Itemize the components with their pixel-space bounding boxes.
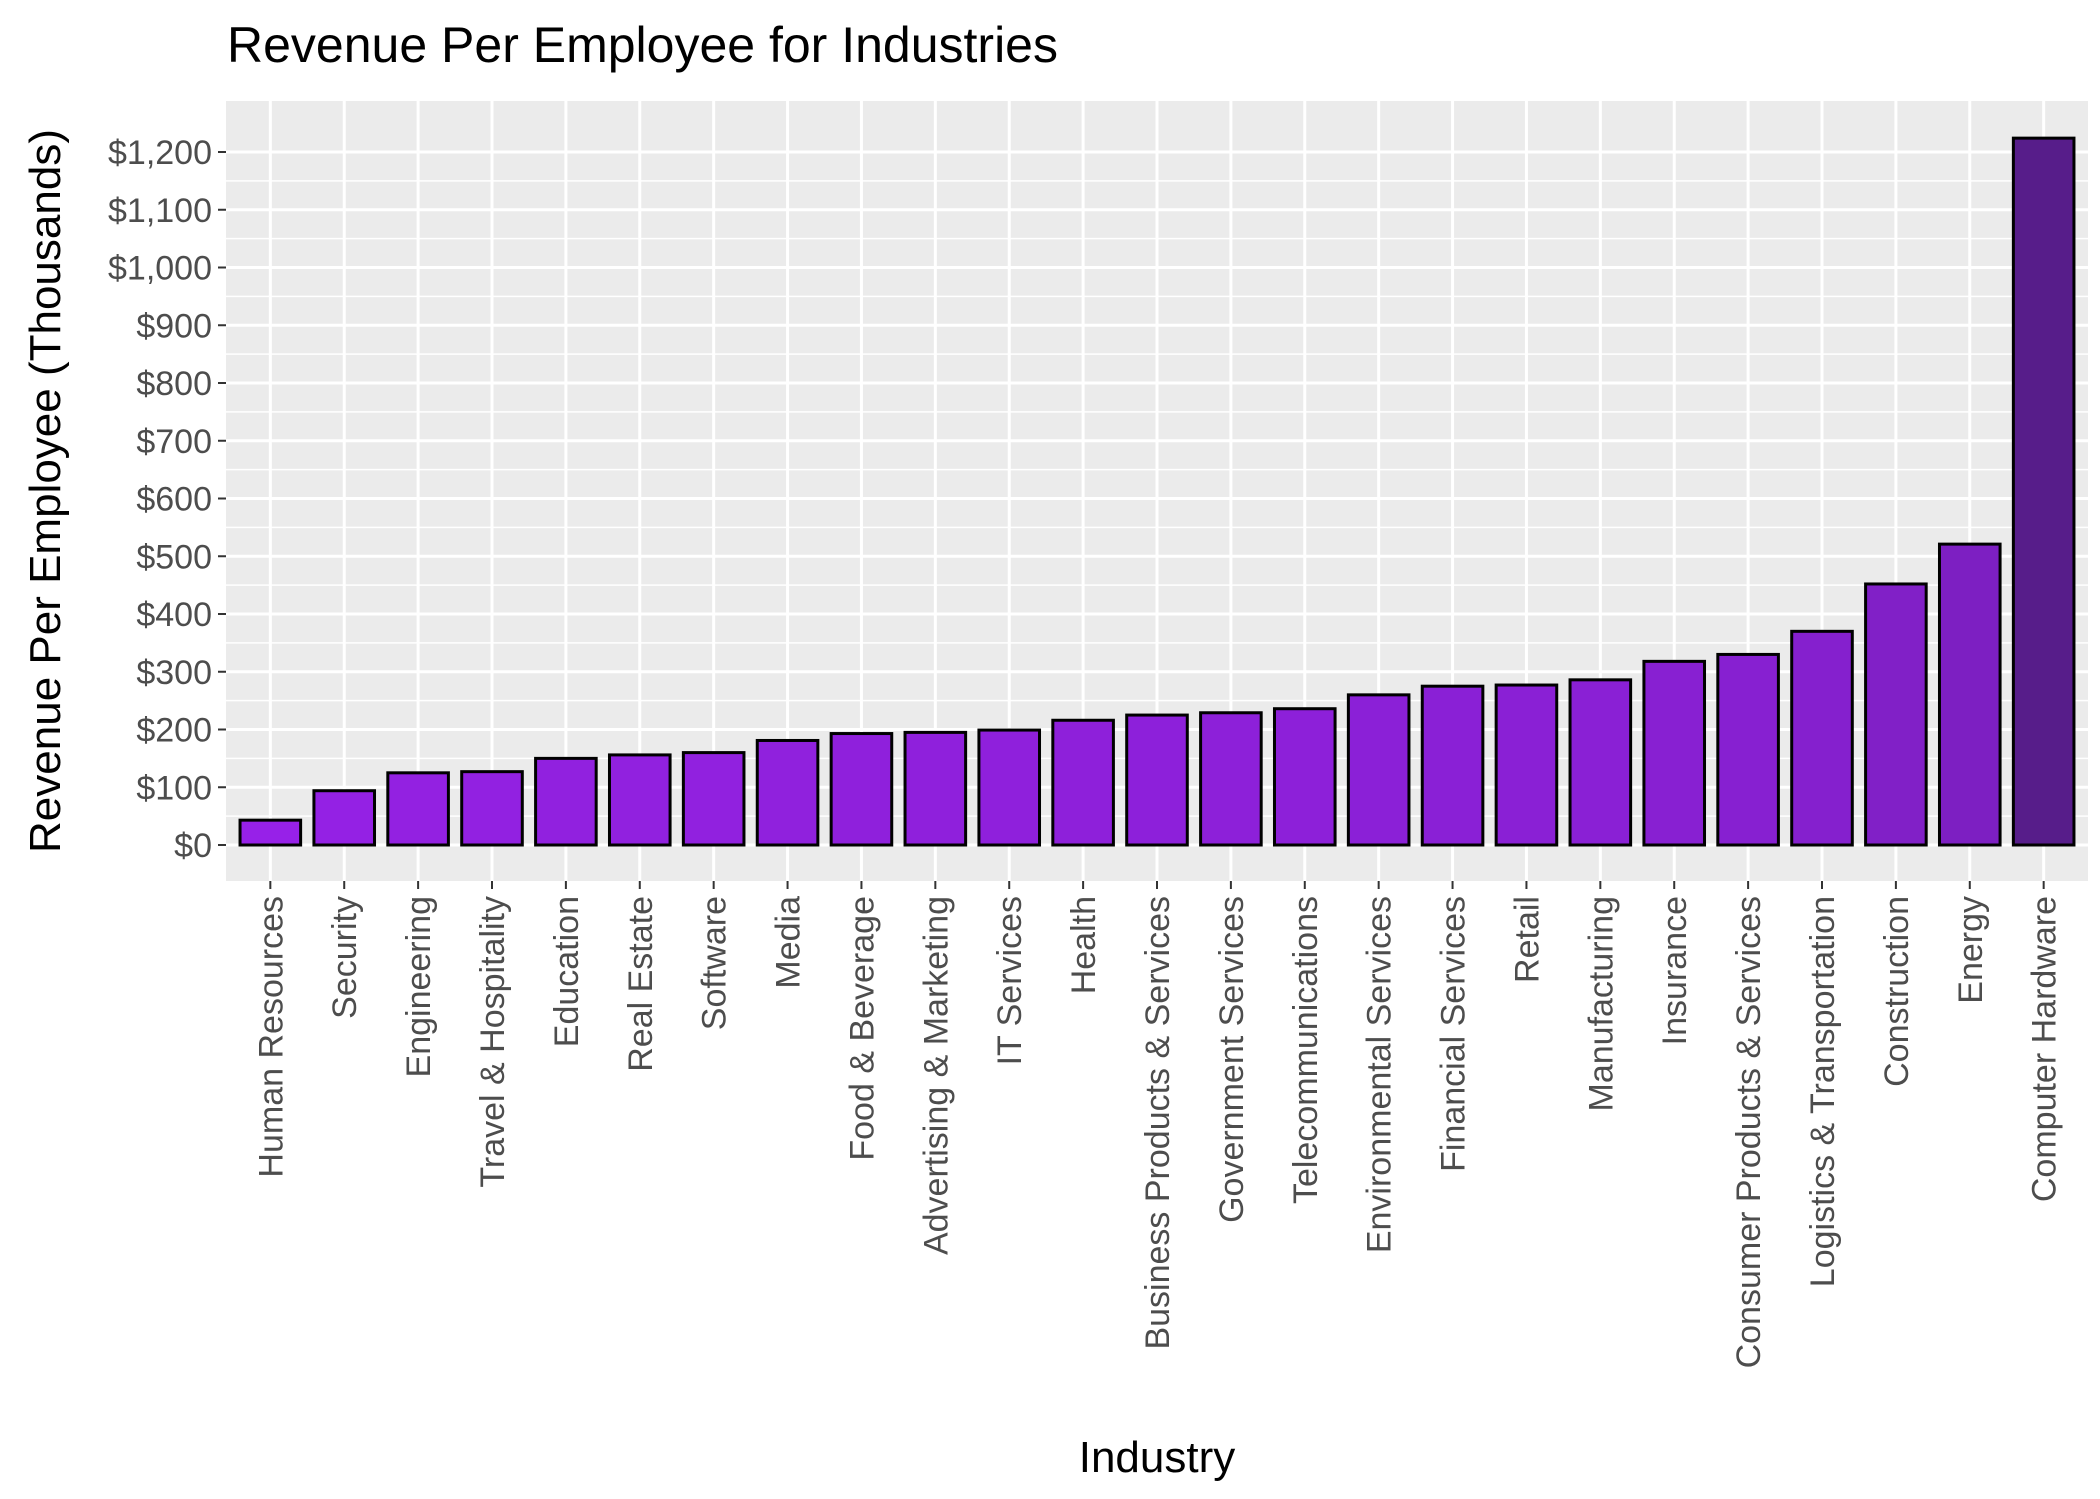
x-tick-label: Media: [770, 896, 808, 989]
bar: [681, 751, 746, 847]
bar: [238, 818, 303, 847]
x-tick-label: Telecommunications: [1287, 896, 1325, 1204]
x-tick-label: Computer Hardware: [2026, 896, 2064, 1202]
x-tick-label: Energy: [1952, 896, 1990, 1004]
bar: [607, 753, 672, 847]
x-tick-label: Environmental Services: [1361, 896, 1399, 1253]
y-tick-label: $1,100: [108, 192, 212, 230]
bar: [1790, 629, 1854, 847]
x-axis-ticks: Human Resources Security Engineering Travel…: [252, 881, 2064, 1368]
chart-title: Revenue Per Employee for Industries: [227, 17, 1058, 73]
bar: [1642, 659, 1707, 847]
bar: [1125, 713, 1189, 847]
y-tick-label: $900: [136, 307, 212, 345]
x-tick-label: Real Estate: [622, 896, 660, 1072]
y-tick-label: $500: [136, 538, 212, 576]
y-axis-title: Revenue Per Employee (Thousands): [21, 129, 70, 853]
x-tick-label: Construction: [1878, 896, 1916, 1087]
y-tick-label: $600: [136, 481, 212, 519]
y-tick-label: $200: [136, 712, 212, 750]
bar: [903, 730, 968, 847]
bar: [977, 728, 1042, 847]
x-tick-label: IT Services: [991, 896, 1029, 1065]
bar: [1937, 542, 2002, 847]
x-tick-label: Manufacturing: [1582, 896, 1620, 1111]
y-tick-label: $700: [136, 423, 212, 461]
x-tick-label: Retail: [1508, 896, 1546, 983]
x-tick-label: Advertising & Marketing: [917, 896, 955, 1255]
bar: [1716, 652, 1780, 847]
bar: [2011, 136, 2076, 847]
x-tick-label: Security: [326, 896, 364, 1019]
bar: [534, 756, 598, 847]
bar: [1199, 711, 1263, 847]
x-tick-label: Logistics & Transportation: [1804, 896, 1842, 1287]
bar: [1346, 693, 1411, 847]
y-tick-label: $400: [136, 596, 212, 634]
y-tick-label: $1,200: [108, 134, 212, 172]
x-axis-title: Industry: [1079, 1433, 1236, 1482]
x-tick-label: Business Products & Services: [1139, 896, 1177, 1350]
y-axis-ticks: $0 $100 $200 $300 $400 $500 $600 $700 $800 $900 $1…: [108, 134, 226, 865]
bar: [1420, 684, 1485, 847]
bar: [829, 732, 894, 847]
x-tick-label: Food & Beverage: [843, 896, 881, 1161]
x-tick-label: Software: [696, 896, 734, 1030]
y-tick-label: $100: [136, 769, 212, 807]
y-tick-label: $300: [136, 654, 212, 692]
bar: [1864, 582, 1928, 847]
bar: [312, 789, 377, 847]
x-tick-label: Engineering: [400, 896, 438, 1077]
bar: [1568, 678, 1633, 847]
x-tick-label: Financial Services: [1435, 896, 1473, 1172]
x-tick-label: Human Resources: [252, 896, 290, 1178]
x-tick-label: Education: [548, 896, 586, 1047]
bar: [1494, 683, 1559, 847]
bars: [238, 136, 2076, 847]
bar: [1051, 718, 1115, 847]
x-tick-label: Health: [1065, 896, 1103, 994]
y-tick-label: $800: [136, 365, 212, 403]
bar: [386, 771, 450, 847]
x-tick-label: Government Services: [1213, 896, 1251, 1223]
bar: [1272, 707, 1337, 847]
bar: [755, 738, 820, 847]
x-tick-label: Travel & Hospitality: [474, 896, 512, 1188]
y-tick-label: $1,000: [108, 250, 212, 288]
x-tick-label: Consumer Products & Services: [1730, 896, 1768, 1368]
bar: [460, 770, 524, 847]
y-tick-label: $0: [174, 827, 212, 865]
x-tick-label: Insurance: [1656, 896, 1694, 1045]
